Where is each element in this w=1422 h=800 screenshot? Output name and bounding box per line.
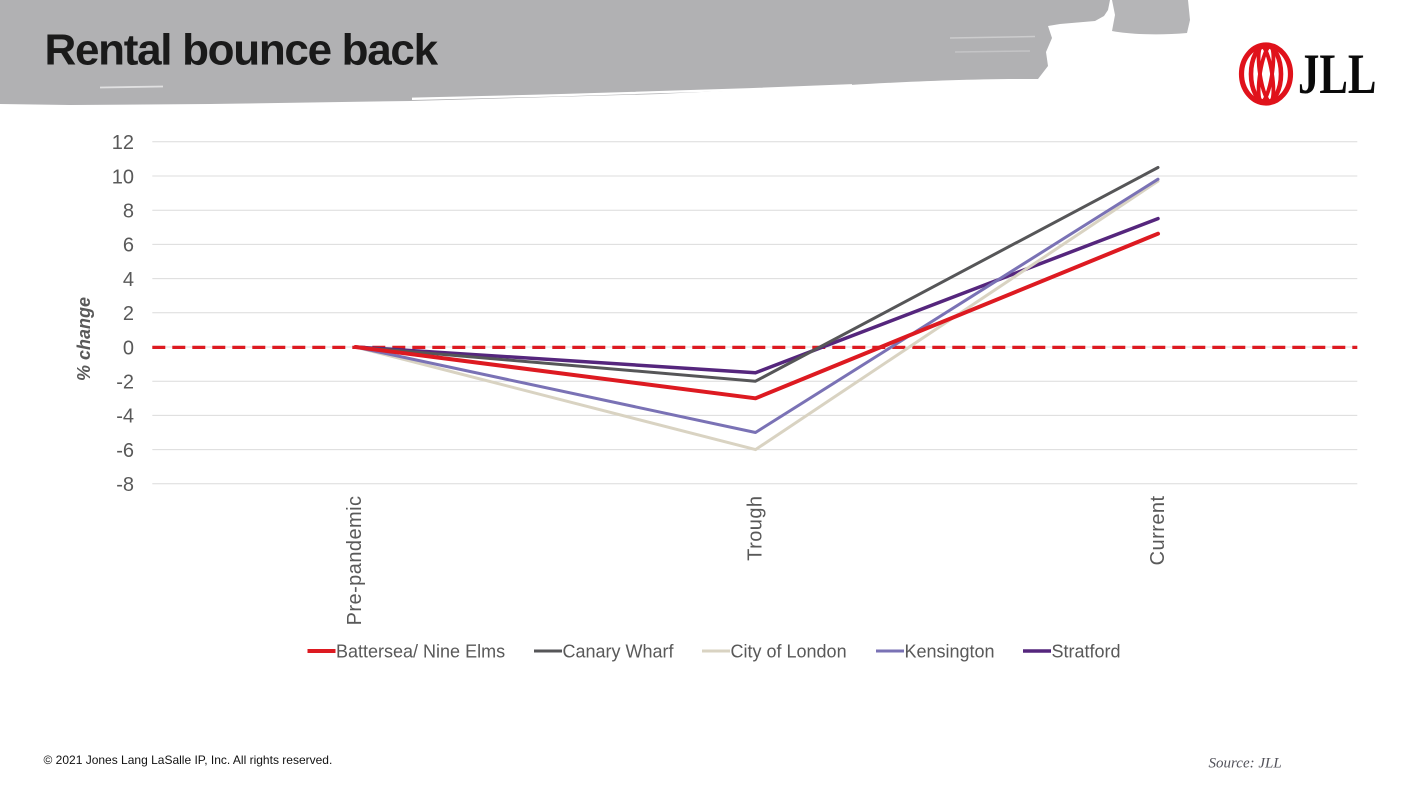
svg-text:Stratford: Stratford — [1052, 642, 1121, 662]
svg-text:12: 12 — [112, 132, 134, 154]
svg-text:-8: -8 — [116, 474, 134, 496]
svg-text:Battersea/ Nine Elms: Battersea/ Nine Elms — [336, 642, 505, 662]
svg-text:© 2021 Jones Lang LaSalle IP,: © 2021 Jones Lang LaSalle IP, Inc. All r… — [44, 753, 333, 767]
svg-text:City of London: City of London — [731, 642, 847, 662]
svg-text:6: 6 — [123, 235, 134, 257]
svg-text:Rental bounce back: Rental bounce back — [45, 26, 439, 75]
svg-text:10: 10 — [112, 166, 134, 188]
svg-text:2: 2 — [123, 303, 134, 325]
svg-text:Current: Current — [1147, 496, 1169, 566]
svg-text:% change: % change — [74, 297, 94, 381]
svg-text:-6: -6 — [116, 440, 134, 462]
svg-text:JLL: JLL — [1298, 42, 1376, 105]
svg-text:0: 0 — [123, 337, 134, 359]
svg-text:Pre-pandemic: Pre-pandemic — [344, 496, 366, 626]
svg-text:Canary Wharf: Canary Wharf — [563, 642, 675, 662]
svg-text:Trough: Trough — [745, 496, 767, 561]
svg-text:4: 4 — [123, 269, 134, 291]
svg-text:Kensington: Kensington — [905, 642, 995, 662]
svg-text:-2: -2 — [116, 372, 134, 394]
svg-text:8: 8 — [123, 201, 134, 223]
svg-text:-4: -4 — [116, 406, 134, 428]
svg-text:Source: JLL: Source: JLL — [1209, 756, 1282, 772]
